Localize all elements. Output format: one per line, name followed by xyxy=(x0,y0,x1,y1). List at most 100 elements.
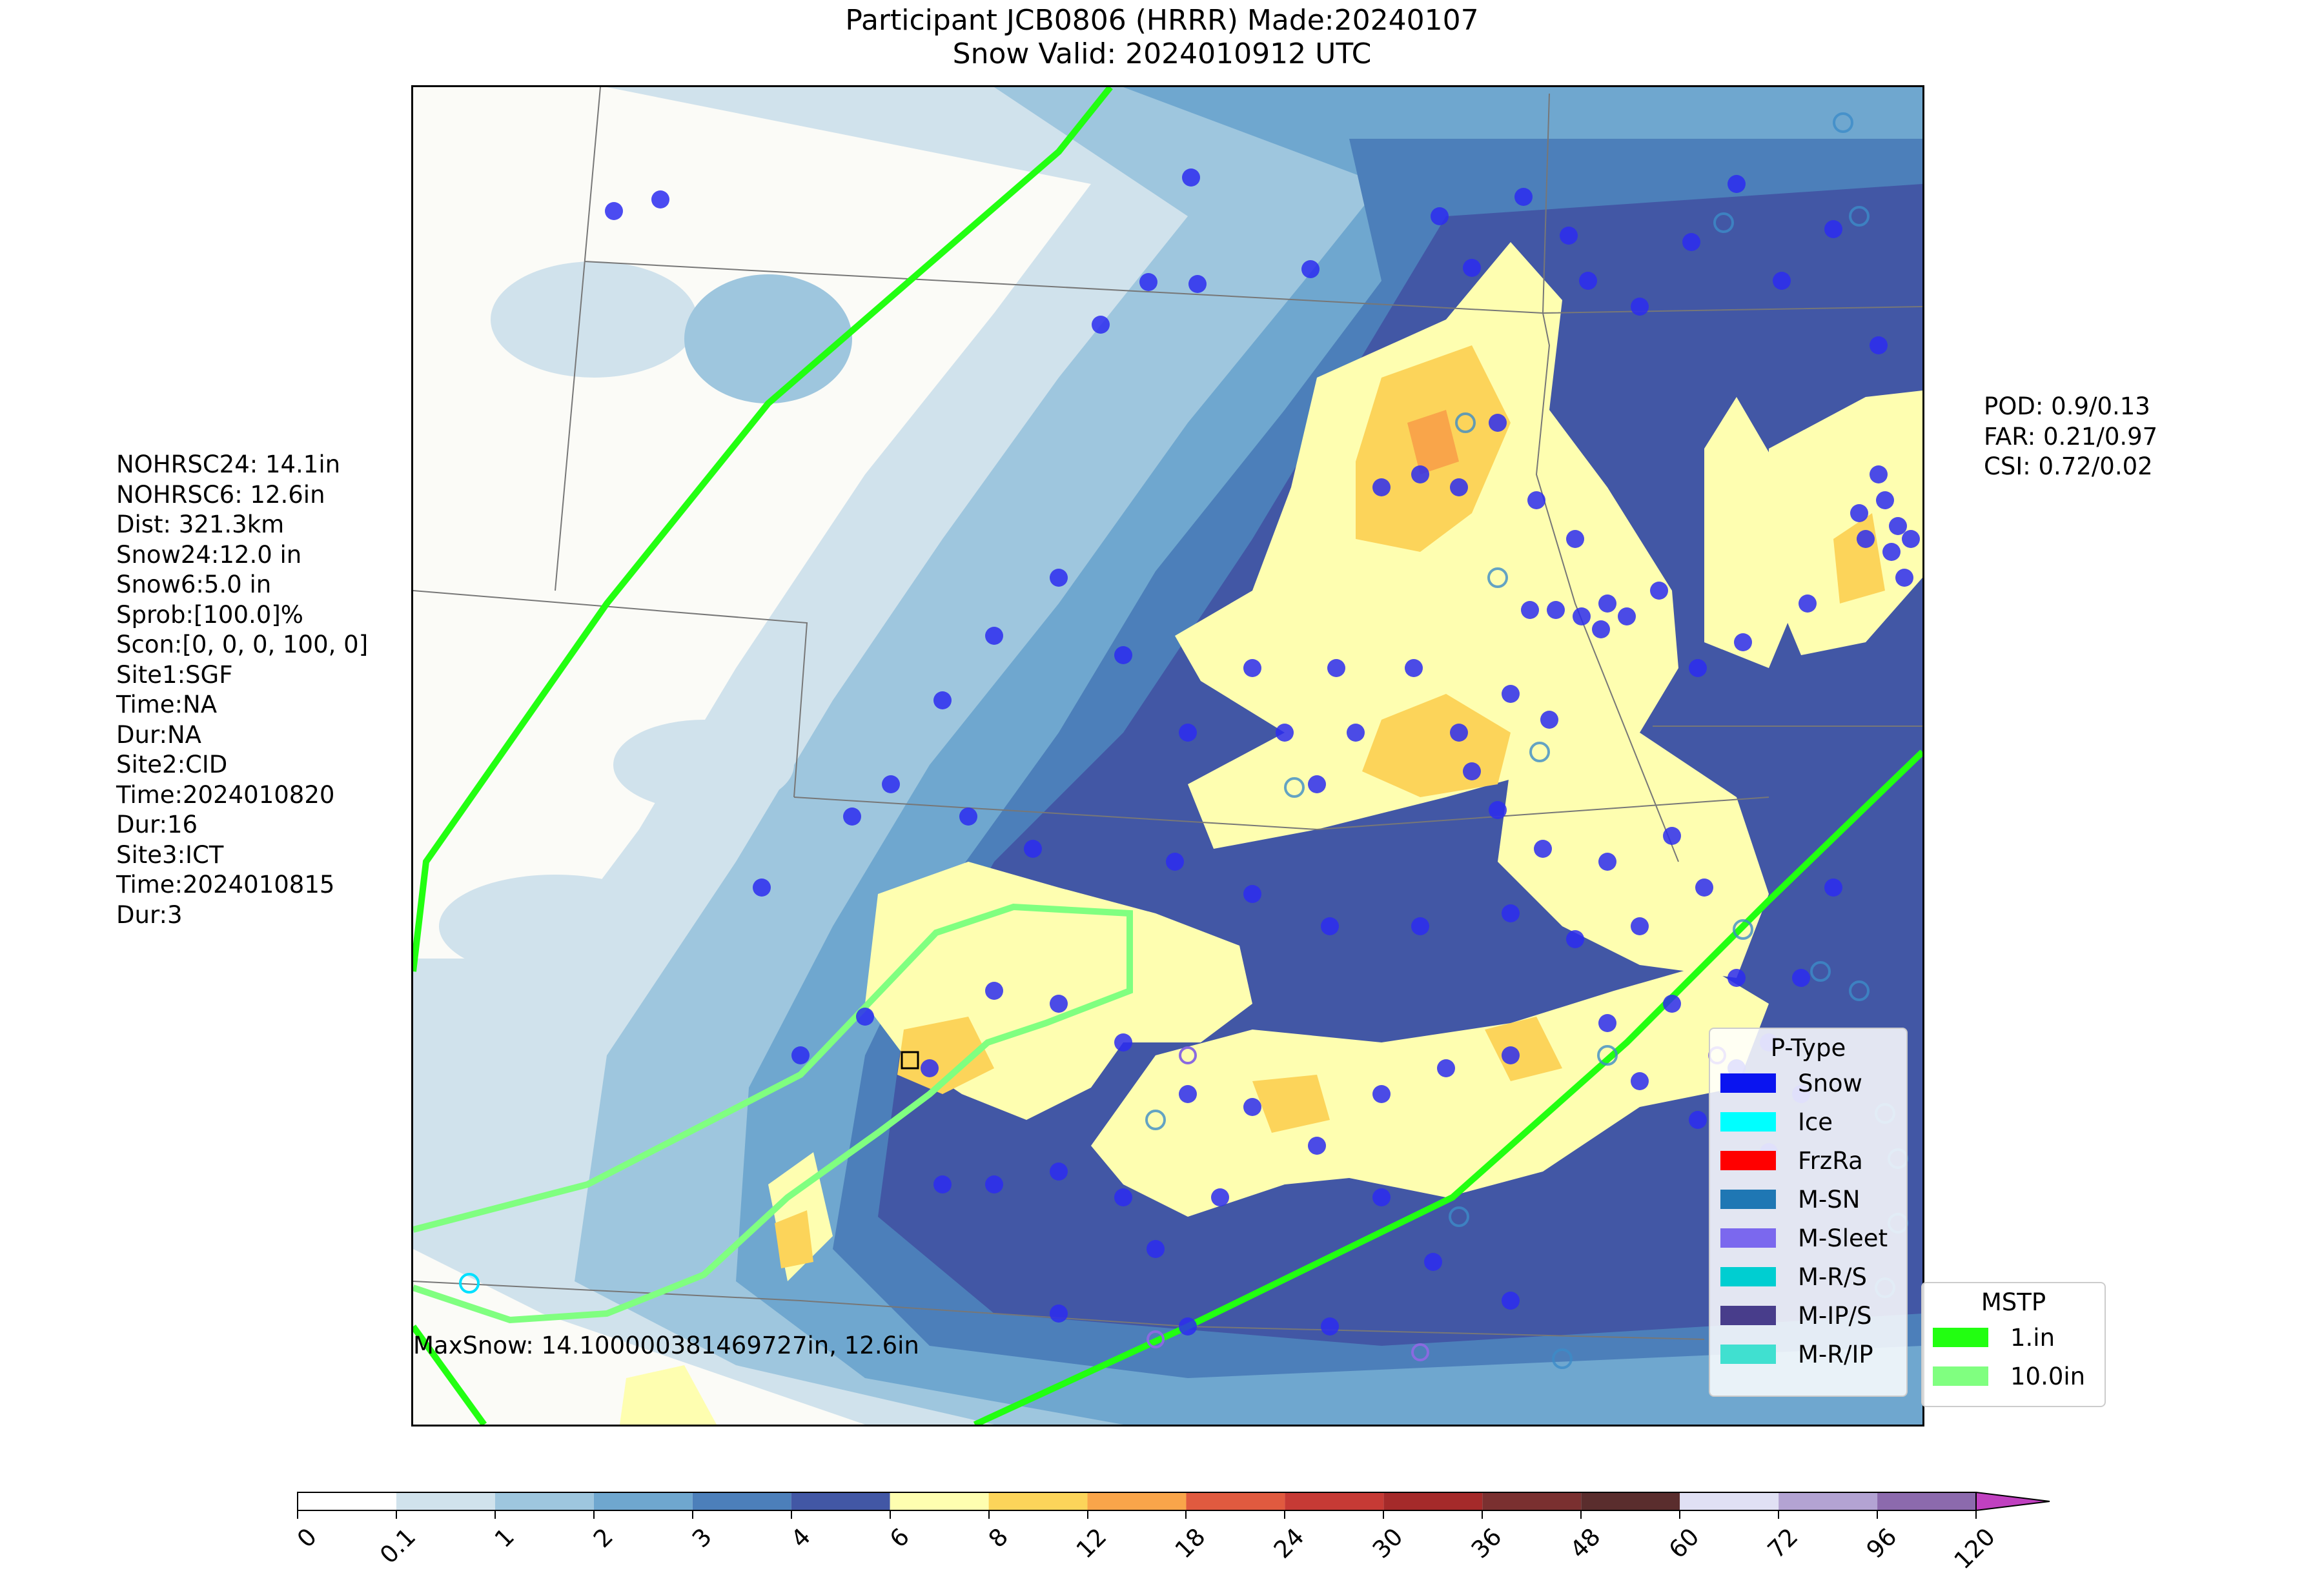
legend-item: M-Sleet xyxy=(1710,1219,1906,1257)
legend-label: M-Sleet xyxy=(1798,1224,1888,1252)
colorbar-tick-mark xyxy=(889,1511,891,1519)
colorbar-bar xyxy=(297,1491,2050,1512)
legend-swatch xyxy=(1720,1306,1776,1325)
legend-item: M-R/S xyxy=(1710,1257,1906,1296)
site-stat-line: NOHRSC6: 12.6in xyxy=(116,480,325,509)
legend-label: 1.in xyxy=(2010,1323,2055,1352)
colorbar-tick-mark xyxy=(1679,1511,1681,1519)
legend-label: M-IP/S xyxy=(1798,1301,1872,1330)
colorbar-segment xyxy=(1285,1492,1384,1510)
mstp-legend: MSTP 1.in 10.0in xyxy=(1921,1282,2106,1407)
legend-swatch xyxy=(1933,1328,1988,1347)
pod-stat: POD: 0.9/0.13 xyxy=(1984,392,2150,420)
legend-label: M-R/S xyxy=(1798,1263,1867,1291)
legend-item: M-SN xyxy=(1710,1180,1906,1219)
legend-item: 1.in xyxy=(1922,1318,2105,1357)
colorbar-tick-mark xyxy=(1975,1511,1977,1519)
colorbar-segment xyxy=(1680,1492,1779,1510)
legend-swatch xyxy=(1720,1151,1776,1170)
colorbar-tick-label: 0.1 xyxy=(374,1523,422,1570)
site-stats-panel: NOHRSC24: 14.1in NOHRSC6: 12.6in Dist: 321… xyxy=(116,450,368,930)
colorbar-tick-label: 48 xyxy=(1564,1523,1606,1564)
site-stat-line: Dist: 321.3km xyxy=(116,511,285,538)
colorbar-tick-mark xyxy=(395,1511,397,1519)
colorbar-segment xyxy=(1779,1492,1878,1510)
colorbar-tick-mark xyxy=(1482,1511,1483,1519)
colorbar-tick-mark xyxy=(988,1511,990,1519)
colorbar-tick-label: 12 xyxy=(1071,1523,1112,1564)
legend-label: Ice xyxy=(1798,1108,1833,1136)
colorbar-segment xyxy=(593,1492,693,1510)
colorbar-tick-mark xyxy=(1778,1511,1780,1519)
site-stat-line: Time:2024010815 xyxy=(116,871,335,899)
site-stat-line: Dur:NA xyxy=(116,720,201,749)
legend-swatch xyxy=(1720,1345,1776,1364)
colorbar-segment xyxy=(1087,1492,1187,1510)
colorbar-segment xyxy=(298,1492,396,1510)
legend-item: M-R/IP xyxy=(1710,1335,1906,1374)
colorbar-tick-label: 96 xyxy=(1860,1523,1902,1564)
colorbar-tick-label: 6 xyxy=(884,1523,915,1554)
site-stat-line: Scon:[0, 0, 0, 100, 0] xyxy=(116,631,369,658)
site-stat-line: Sprob:[100.0]% xyxy=(116,600,303,629)
colorbar-tick-mark xyxy=(1580,1511,1582,1519)
colorbar-tick-label: 60 xyxy=(1663,1523,1705,1564)
colorbar-segment xyxy=(1581,1492,1680,1510)
legend-swatch xyxy=(1720,1112,1776,1132)
colorbar-segment xyxy=(1383,1492,1483,1510)
colorbar-segment xyxy=(494,1492,594,1510)
colorbar-tick-mark xyxy=(494,1511,496,1519)
colorbar-tick-label: 18 xyxy=(1170,1523,1211,1564)
ptype-legend-title: P-Type xyxy=(1770,1034,1846,1062)
colorbar-tick-mark xyxy=(593,1511,595,1519)
mstp-legend-items: 1.in 10.0in xyxy=(1922,1318,2105,1396)
mstp-legend-title: MSTP xyxy=(1981,1288,2046,1316)
site-stat-line: Dur:3 xyxy=(116,900,183,929)
legend-label: 10.0in xyxy=(2010,1362,2086,1390)
colorbar-segment xyxy=(791,1492,890,1510)
chart-title-line1: Participant JCB0806 (HRRR) Made:20240107 xyxy=(845,4,1479,37)
colorbar-tick-mark xyxy=(1383,1511,1385,1519)
legend-item: FrzRa xyxy=(1710,1141,1906,1180)
colorbar-tick-mark xyxy=(790,1511,792,1519)
legend-swatch xyxy=(1720,1267,1776,1286)
verification-stats: POD: 0.9/0.13 FAR: 0.21/0.97 CSI: 0.72/0… xyxy=(1984,392,2157,482)
site-stat-line: Time:NA xyxy=(116,691,218,718)
site-stat-line: NOHRSC24: 14.1in xyxy=(116,451,341,478)
colorbar-tick-label: 120 xyxy=(1949,1523,2001,1575)
colorbar-tick-mark xyxy=(1086,1511,1088,1519)
colorbar-tick-label: 0 xyxy=(292,1523,323,1554)
site-stat-line: Site3:ICT xyxy=(116,840,224,869)
colorbar-extend-arrow xyxy=(1975,1491,2050,1512)
legend-label: M-SN xyxy=(1798,1185,1860,1213)
legend-item: Snow xyxy=(1710,1064,1906,1102)
legend-label: Snow xyxy=(1798,1069,1862,1097)
colorbar-tick-label: 2 xyxy=(588,1523,619,1554)
colorbar-segment xyxy=(692,1492,791,1510)
colorbar-tick-mark xyxy=(1185,1511,1187,1519)
colorbar-tick-label: 72 xyxy=(1762,1523,1804,1564)
colorbar-tick-label: 1 xyxy=(489,1523,520,1554)
colorbar-tick-label: 30 xyxy=(1367,1523,1409,1564)
colorbar-tick-mark xyxy=(1284,1511,1286,1519)
site-stat-line: Snow24:12.0 in xyxy=(116,540,302,569)
colorbar-segment xyxy=(1482,1492,1582,1510)
ptype-legend: P-Type Snow Ice FrzRa M-SN M-Sleet M-R/S M-IP/… xyxy=(1709,1028,1908,1397)
legend-item: M-IP/S xyxy=(1710,1296,1906,1335)
legend-label: FrzRa xyxy=(1798,1146,1863,1175)
colorbar-tick-label: 36 xyxy=(1465,1523,1507,1564)
site-stat-line: Site1:SGF xyxy=(116,660,233,689)
legend-label: M-R/IP xyxy=(1798,1340,1873,1368)
legend-item: 10.0in xyxy=(1922,1357,2105,1396)
legend-swatch xyxy=(1720,1073,1776,1093)
far-stat: FAR: 0.21/0.97 xyxy=(1984,422,2158,451)
legend-swatch xyxy=(1720,1190,1776,1209)
colorbar-segment xyxy=(1186,1492,1285,1510)
site-stat-line: Snow6:5.0 in xyxy=(116,571,272,598)
colorbar-tick-mark xyxy=(691,1511,693,1519)
snowfall-colorbar: 0 0.1 1 2 3 4 6 8 12 18 24 30 36 48 60 72 96 120 xyxy=(292,1491,2053,1574)
colorbar-segment xyxy=(988,1492,1088,1510)
site-stat-line: Dur:16 xyxy=(116,811,198,838)
site-stat-line: Time:2024010820 xyxy=(116,780,335,809)
colorbar-tick-label: 4 xyxy=(786,1523,817,1554)
